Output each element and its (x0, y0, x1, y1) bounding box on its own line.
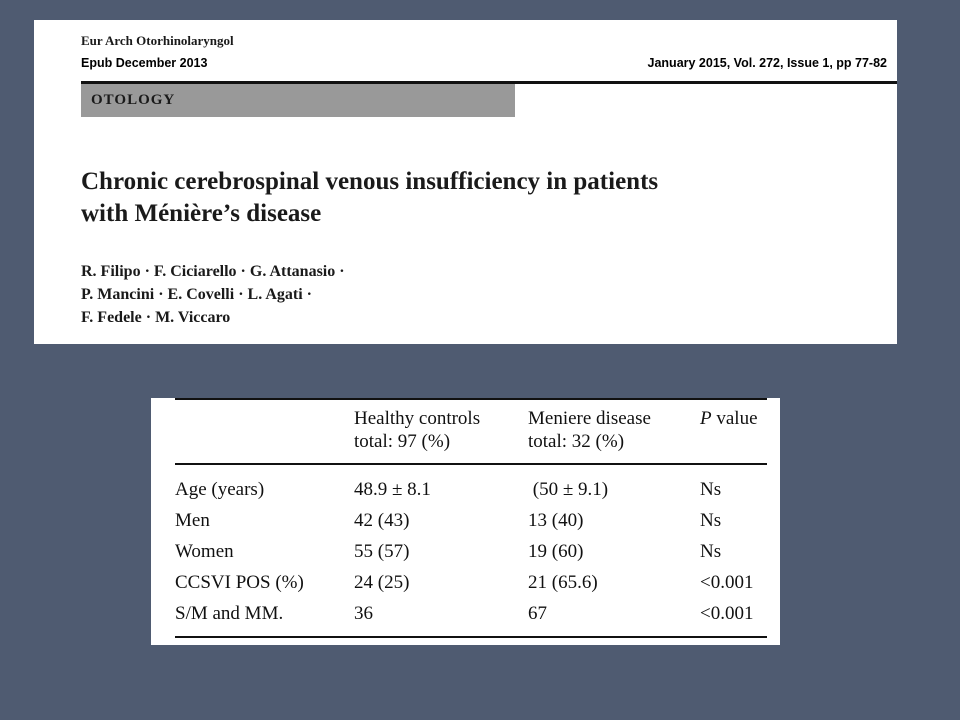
meniere-disease-cell: 19 (60) (528, 541, 584, 562)
healthy-controls-cell: 36 (354, 603, 373, 624)
column-header-line: total: 32 (%) (528, 431, 625, 452)
epub-date: Epub December 2013 (81, 56, 208, 70)
row-label: CCSVI POS (%) (175, 572, 304, 593)
title-line-1: Chronic cerebrospinal venous insufficien… (81, 168, 659, 195)
table-row: S/M and MM. 36 67 <0.001 (151, 603, 780, 634)
row-label: S/M and MM. (175, 603, 284, 624)
header-rule (81, 81, 897, 84)
table-header-rule (175, 463, 767, 465)
table-row: Age (years) 48.9 ± 8.1 (50 ± 9.1) Ns (151, 479, 780, 510)
p-value-cell: <0.001 (700, 603, 754, 624)
healthy-controls-cell: 24 (25) (354, 572, 410, 593)
column-header-line: value (711, 408, 758, 429)
article-header: Eur Arch Otorhinolaryngol Epub December … (34, 20, 897, 344)
p-value-cell: <0.001 (700, 572, 754, 593)
title-line-2: with Ménière’s disease (81, 200, 322, 227)
author-line-3: F. Fedele · M. Viccaro (81, 309, 231, 326)
column-header-line: Meniere disease (528, 408, 651, 429)
column-header-p-value: P value (700, 407, 758, 430)
p-value-cell: Ns (700, 510, 722, 531)
author-line-2: P. Mancini · E. Covelli · L. Agati · (81, 286, 312, 303)
section-label: OTOLOGY (91, 92, 176, 108)
author-list: R. Filipo · F. Ciciarello · G. Attanasio… (81, 260, 345, 329)
table-row: CCSVI POS (%) 24 (25) 21 (65.6) <0.001 (151, 572, 780, 603)
meniere-disease-cell: (50 ± 9.1) (528, 479, 609, 500)
healthy-controls-cell: 55 (57) (354, 541, 410, 562)
results-table: Healthy controls total: 97 (%) Meniere d… (151, 398, 780, 645)
article-title: Chronic cerebrospinal venous insufficien… (81, 166, 841, 230)
table-top-rule (175, 398, 767, 400)
row-label: Age (years) (175, 479, 265, 500)
meniere-disease-cell: 13 (40) (528, 510, 584, 531)
meniere-disease-cell: 21 (65.6) (528, 572, 598, 593)
column-header-line: total: 97 (%) (354, 431, 451, 452)
table-row: Men 42 (43) 13 (40) Ns (151, 510, 780, 541)
column-header-meniere-disease: Meniere disease total: 32 (%) (528, 407, 651, 453)
row-label: Women (175, 541, 234, 562)
author-line-1: R. Filipo · F. Ciciarello · G. Attanasio… (81, 263, 345, 280)
p-value-cell: Ns (700, 541, 722, 562)
section-bar: OTOLOGY (81, 84, 515, 117)
meniere-disease-cell: 67 (528, 603, 547, 624)
healthy-controls-cell: 48.9 ± 8.1 (354, 479, 431, 500)
column-header-line: Healthy controls (354, 408, 481, 429)
column-header-healthy-controls: Healthy controls total: 97 (%) (354, 407, 480, 453)
p-value-cell: Ns (700, 479, 722, 500)
p-symbol: P (700, 408, 712, 429)
healthy-controls-cell: 42 (43) (354, 510, 410, 531)
table-bottom-rule (175, 636, 767, 638)
journal-name: Eur Arch Otorhinolaryngol (81, 33, 234, 48)
row-label: Men (175, 510, 210, 531)
table-row: Women 55 (57) 19 (60) Ns (151, 541, 780, 572)
volume-info: January 2015, Vol. 272, Issue 1, pp 77-8… (647, 56, 887, 70)
